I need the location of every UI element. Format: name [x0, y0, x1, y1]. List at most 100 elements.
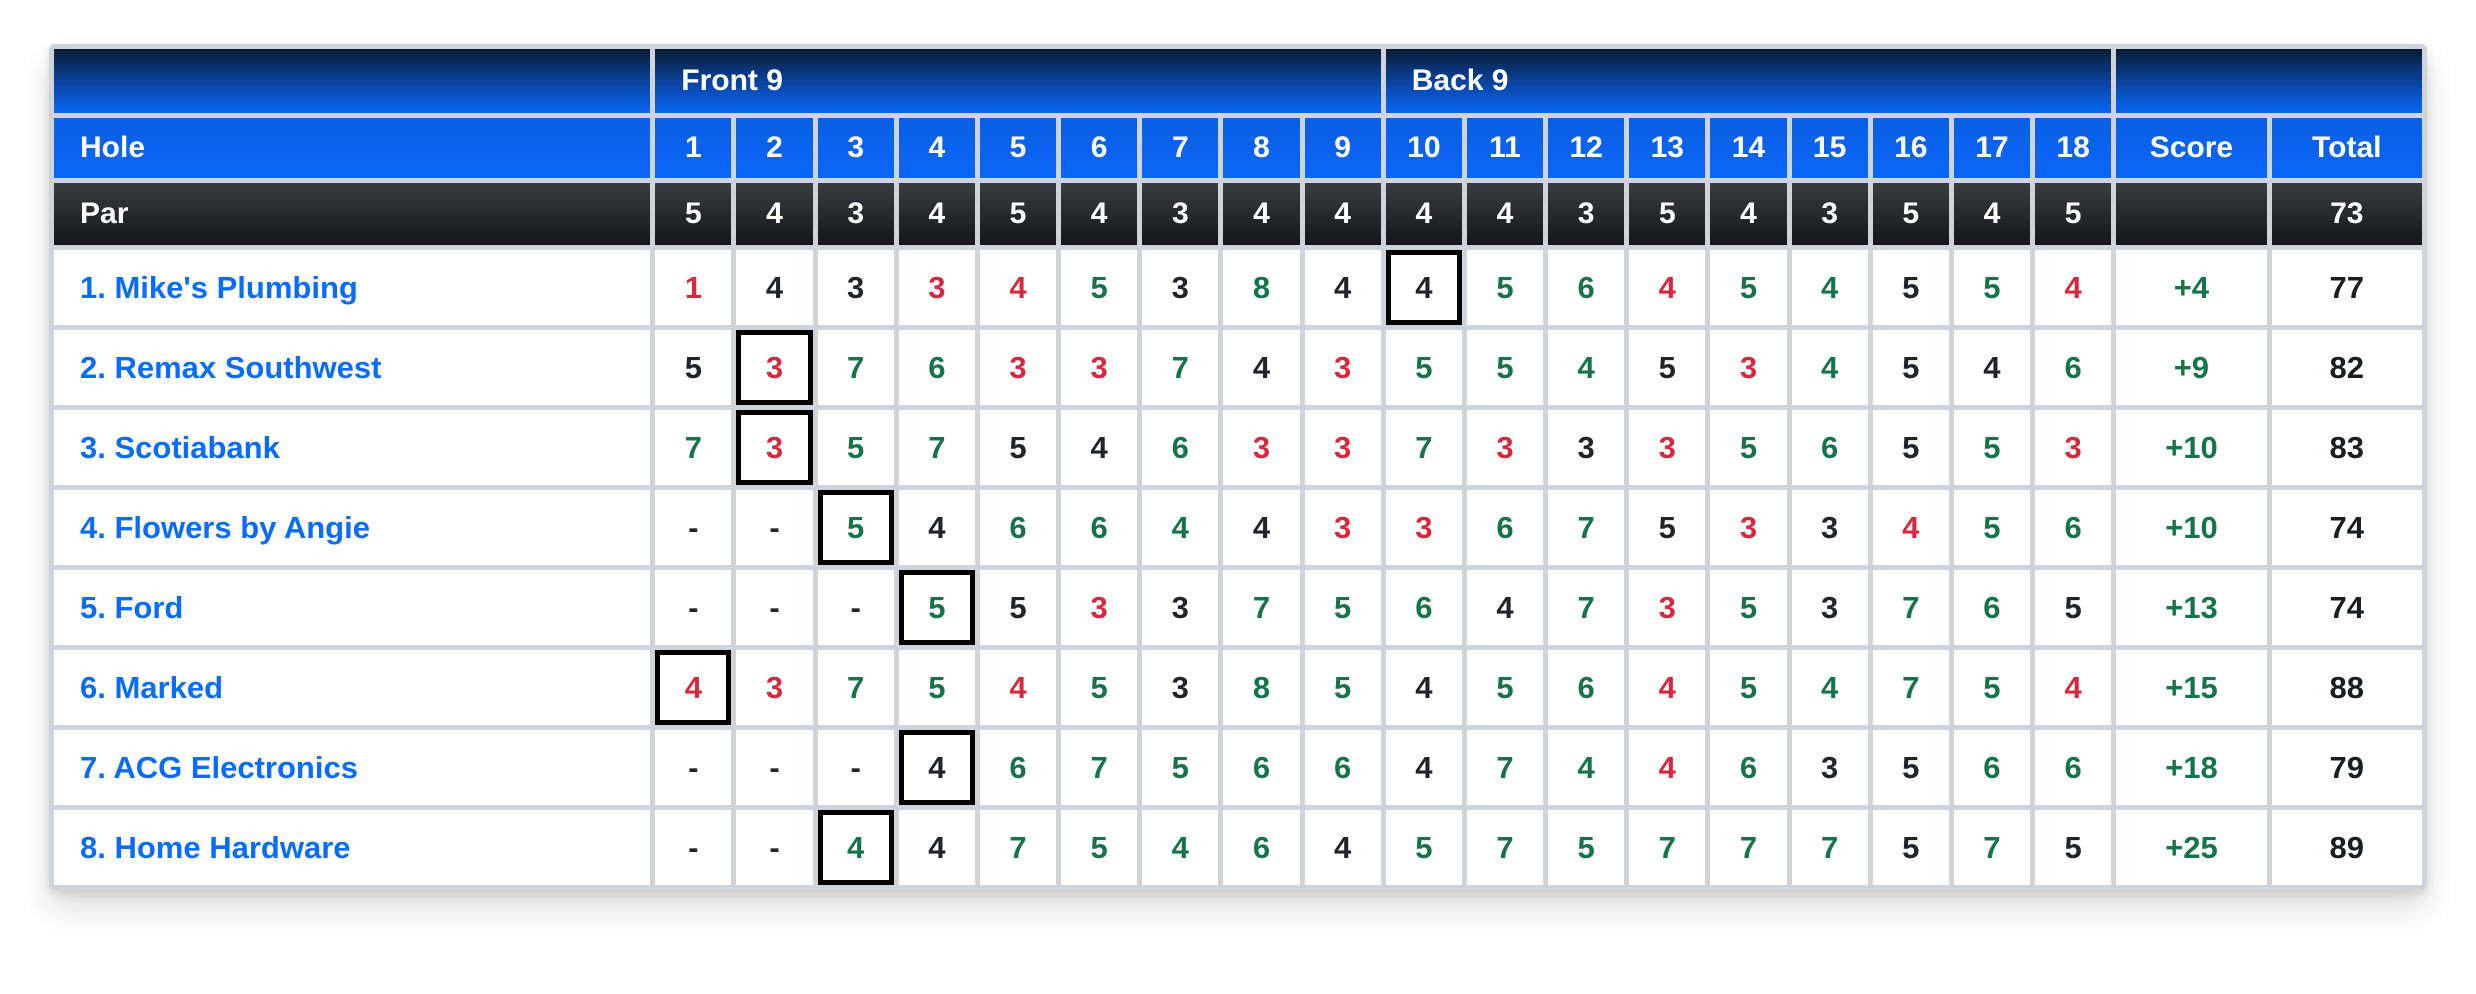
score-cell: +25 — [2116, 810, 2267, 885]
hole-score-cell: 5 — [1385, 330, 1462, 405]
hole-score-cell: 3 — [898, 250, 975, 325]
hole-score-cell: 5 — [1061, 810, 1138, 885]
hole-score-cell: 6 — [1223, 730, 1300, 805]
hole-score-cell: 5 — [1953, 490, 2030, 565]
hole-score-cell: 3 — [1629, 570, 1706, 645]
hole-score-cell: 4 — [1385, 250, 1462, 325]
scorecard-table: Front 9 Back 9 Hole 1 2 3 4 5 6 7 8 9 10 11 12 13 14 1… — [49, 44, 2427, 890]
team-name-link[interactable]: 8. Home Hardware — [54, 810, 651, 885]
hole-score-cell: 3 — [817, 250, 894, 325]
hole-score-cell: 4 — [1142, 490, 1219, 565]
hole-number-cell: 11 — [1466, 118, 1544, 178]
hole-score-cell: 4 — [1223, 330, 1300, 405]
hole-number-cell: 10 — [1385, 118, 1462, 178]
hole-score-cell: 4 — [979, 250, 1057, 325]
hole-score-cell: 6 — [1953, 730, 2030, 805]
hole-number-cell: 5 — [979, 118, 1057, 178]
par-value-cell: 4 — [1385, 183, 1462, 245]
team-name-link[interactable]: 6. Marked — [54, 650, 651, 725]
hole-score-cell: 4 — [1629, 250, 1706, 325]
hole-score-cell: 5 — [1385, 810, 1462, 885]
par-label-cell: Par — [54, 183, 651, 245]
par-value-cell: 5 — [2035, 183, 2112, 245]
score-cell: +9 — [2116, 330, 2267, 405]
hole-score-cell: 5 — [2035, 570, 2112, 645]
hole-score-cell: 5 — [1872, 810, 1949, 885]
hole-score-cell: 4 — [817, 810, 894, 885]
total-cell: 83 — [2271, 410, 2422, 485]
team-row: 4. Flowers by Angie - -5 4 6 6 4 4 3 3 6 7 5 3 3 4 5 6 +10… — [54, 490, 2422, 565]
par-value-cell: 4 — [1710, 183, 1787, 245]
hole-score-cell: 3 — [1548, 410, 1625, 485]
hole-score-cell: 3 — [2035, 410, 2112, 485]
hole-number-cell: 9 — [1304, 118, 1381, 178]
hole-score-cell: 7 — [1466, 810, 1544, 885]
hole-score-cell: 4 — [1548, 330, 1625, 405]
par-value-cell: 5 — [979, 183, 1057, 245]
hole-number-cell: 6 — [1061, 118, 1138, 178]
hole-score-cell: 3 — [1385, 490, 1462, 565]
hole-number-cell: 14 — [1710, 118, 1787, 178]
team-name-link[interactable]: 7. ACG Electronics — [54, 730, 651, 805]
par-value-cell: 4 — [1953, 183, 2030, 245]
par-value-cell: 4 — [736, 183, 813, 245]
hole-score-cell: 7 — [1548, 570, 1625, 645]
team-name-link[interactable]: 2. Remax Southwest — [54, 330, 651, 405]
hole-score-cell: 6 — [898, 330, 975, 405]
hole-score-cell: 4 — [898, 810, 975, 885]
hole-number-cell: 7 — [1142, 118, 1219, 178]
team-name-link[interactable]: 5. Ford — [54, 570, 651, 645]
hole-score-cell: 3 — [1142, 250, 1219, 325]
hole-score-cell: 4 — [1791, 330, 1868, 405]
hole-score-cell: - — [736, 570, 813, 645]
hole-score-cell: 5 — [1710, 250, 1787, 325]
hole-score-cell: 5 — [1061, 250, 1138, 325]
hole-score-cell: 5 — [1548, 810, 1625, 885]
hole-score-cell: 5 — [1061, 650, 1138, 725]
hole-number-cell: 4 — [898, 118, 975, 178]
hole-score-cell: 5 — [1629, 490, 1706, 565]
hole-score-cell: 4 — [1791, 650, 1868, 725]
team-name-link[interactable]: 4. Flowers by Angie — [54, 490, 651, 565]
front-nine-header: Front 9 — [655, 49, 1381, 113]
par-total-cell: 73 — [2271, 183, 2422, 245]
score-cell: +13 — [2116, 570, 2267, 645]
hole-score-cell: 6 — [1791, 410, 1868, 485]
hole-number-cell: 13 — [1629, 118, 1706, 178]
team-name-link[interactable]: 1. Mike's Plumbing — [54, 250, 651, 325]
hole-score-cell: 6 — [979, 490, 1057, 565]
hole-score-cell: 4 — [1385, 650, 1462, 725]
hole-score-cell: 4 — [655, 650, 732, 725]
hole-score-cell: 6 — [1385, 570, 1462, 645]
score-cell: +18 — [2116, 730, 2267, 805]
hole-score-cell: 5 — [1466, 250, 1544, 325]
hole-score-cell: 7 — [655, 410, 732, 485]
hole-score-cell: 7 — [1142, 330, 1219, 405]
total-cell: 74 — [2271, 570, 2422, 645]
hole-score-cell: 3 — [1061, 330, 1138, 405]
hole-score-cell: 5 — [1629, 330, 1706, 405]
hole-score-cell: 6 — [1548, 250, 1625, 325]
hole-score-cell: 1 — [655, 250, 732, 325]
hole-score-cell: 4 — [1385, 730, 1462, 805]
par-value-cell: 3 — [817, 183, 894, 245]
back-nine-header: Back 9 — [1385, 49, 2112, 113]
hole-score-cell: - — [655, 810, 732, 885]
hole-score-cell: - — [655, 730, 732, 805]
par-value-cell: 5 — [1629, 183, 1706, 245]
par-score-blank-cell — [2116, 183, 2267, 245]
team-name-link[interactable]: 3. Scotiabank — [54, 410, 651, 485]
hole-score-cell: 5 — [979, 570, 1057, 645]
hole-score-cell: 6 — [1953, 570, 2030, 645]
score-header-cell: Score — [2116, 118, 2267, 178]
total-cell: 79 — [2271, 730, 2422, 805]
hole-score-cell: 4 — [979, 650, 1057, 725]
score-cell: +15 — [2116, 650, 2267, 725]
par-value-cell: 3 — [1548, 183, 1625, 245]
hole-score-cell: 3 — [1142, 570, 1219, 645]
hole-number-cell: 18 — [2035, 118, 2112, 178]
hole-score-cell: 8 — [1223, 650, 1300, 725]
hole-score-cell: 6 — [1466, 490, 1544, 565]
par-value-cell: 3 — [1142, 183, 1219, 245]
